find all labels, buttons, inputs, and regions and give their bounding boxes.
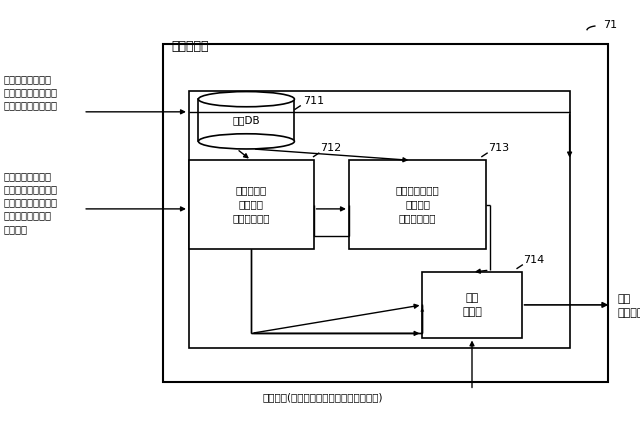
- FancyBboxPatch shape: [189, 160, 314, 249]
- Text: 動作推定部: 動作推定部: [172, 40, 209, 53]
- FancyBboxPatch shape: [349, 160, 486, 249]
- FancyBboxPatch shape: [163, 44, 608, 382]
- FancyBboxPatch shape: [422, 272, 522, 338]
- Text: 歩行外動作
パターン
マッチング部: 歩行外動作 パターン マッチング部: [232, 186, 270, 224]
- Text: 動作DB: 動作DB: [232, 115, 260, 125]
- Text: 713: 713: [488, 143, 509, 153]
- FancyBboxPatch shape: [198, 99, 294, 141]
- Text: 環境情報(地磁気情報、ビーコン情報など): 環境情報(地磁気情報、ビーコン情報など): [263, 392, 383, 402]
- FancyBboxPatch shape: [189, 91, 570, 348]
- Text: 歩行方向データ
パターン
マッチング部: 歩行方向データ パターン マッチング部: [396, 186, 440, 224]
- Text: 71: 71: [603, 19, 617, 30]
- Text: 711: 711: [303, 96, 324, 106]
- Ellipse shape: [198, 134, 294, 149]
- Text: 単位動作における
時系列加速度データ
（座標軸変換済み、
ローパスフィルタ
適用済）: 単位動作における 時系列加速度データ （座標軸変換済み、 ローパスフィルタ 適用…: [3, 171, 57, 234]
- Text: 動作
判定部: 動作 判定部: [462, 293, 482, 317]
- Text: 動作
推定結果: 動作 推定結果: [618, 294, 640, 318]
- Text: 714: 714: [524, 254, 545, 265]
- Text: 712: 712: [320, 143, 341, 153]
- Text: 単位動作における
時系列角速度データ
（座標軸変換済み）: 単位動作における 時系列角速度データ （座標軸変換済み）: [3, 74, 57, 110]
- Ellipse shape: [198, 92, 294, 107]
